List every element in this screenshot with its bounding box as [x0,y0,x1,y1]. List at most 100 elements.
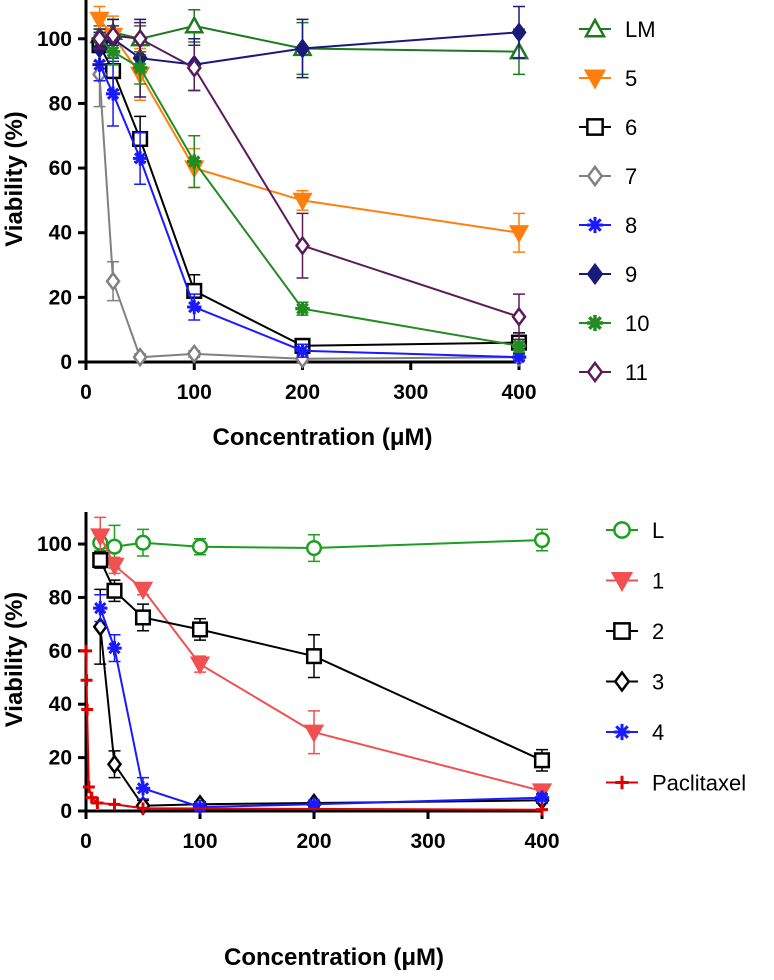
legend-label: 10 [625,311,649,336]
data-point [305,648,323,665]
data-point [132,28,148,49]
y-tick-label: 40 [49,693,72,716]
legend-item-2: 2 [606,619,664,644]
y-tick-label: 0 [60,800,72,823]
legend-marker [586,164,604,188]
y-tick-label: 0 [60,351,72,374]
data-point [533,752,551,769]
y-axis-title: Viability (%) [1,592,28,728]
data-point [91,28,108,49]
series-10 [92,28,527,354]
x-tick-label: 400 [524,830,559,853]
legend-label: Paclitaxel [652,771,746,796]
series-l [92,524,551,569]
data-point [93,600,108,616]
legend-marker [586,262,604,286]
legend-item-paclitaxel: Paclitaxel [606,771,746,796]
legend-item-6: 6 [579,115,637,140]
data-point [81,703,94,716]
series-paclitaxel [80,644,548,816]
data-point [137,802,149,815]
y-tick-label: 20 [49,286,72,309]
legend-item-10: 10 [579,311,649,336]
data-point [107,640,122,656]
legend-item-7: 7 [579,164,637,189]
data-point [186,57,202,78]
y-tick-label: 40 [49,222,72,245]
legend-item-1: 1 [606,569,664,594]
x-tick-label: 300 [410,830,445,853]
x-tick-label: 200 [285,381,320,404]
data-point [189,656,211,675]
x-tick-label: 300 [393,381,428,404]
legend-marker [583,69,607,90]
series-line [98,74,520,360]
data-point [105,86,121,101]
legend-item-3: 3 [606,670,664,695]
series-line [99,607,543,809]
data-point [132,60,148,76]
legend-marker [610,572,634,593]
data-point [184,15,205,34]
data-point [106,754,123,775]
data-point [533,531,551,549]
legend-label: 8 [625,213,637,238]
data-point [80,674,93,687]
x-axis-title: Concentration (μM) [213,424,433,451]
legend-label: L [652,518,664,543]
y-tick-label: 100 [37,28,72,51]
data-point [511,306,527,327]
legend-item-5: 5 [579,66,637,91]
data-point [511,349,527,365]
data-point [294,235,311,256]
data-point [80,644,93,657]
data-point [89,11,110,30]
x-tick-label: 200 [296,830,331,853]
data-point [105,271,121,292]
data-point [192,799,208,815]
legend-item-11: 11 [579,360,648,385]
data-point [82,780,95,793]
series-5 [89,5,530,253]
legend-marker [586,118,604,136]
legend-label: 2 [652,619,664,644]
data-point [91,796,104,809]
y-tick-label: 60 [49,640,72,663]
series-line [98,38,520,347]
series-7 [91,41,527,369]
x-tick-label: 100 [177,381,212,404]
data-point [92,552,109,569]
y-tick-label: 20 [49,747,72,770]
legend-marker [613,670,631,693]
data-point [90,528,111,547]
legend-item-l: L [606,518,664,543]
legend-item-4: 4 [606,720,664,745]
data-point [105,44,121,59]
data-point [191,538,209,555]
x-axis-title: Concentration (μM) [224,944,444,971]
data-point [292,192,313,211]
chart-panel-2: 0 20 40 60 80 100 0 100 200 300 400 Concentration (… [1,512,746,971]
data-point [134,534,152,551]
data-point [508,225,530,244]
data-point [306,797,322,812]
chart-panel-1: 0 20 40 60 80 100 0 100 200 300 400 Concentration (… [1,0,656,451]
series-2 [92,551,551,772]
data-point [187,299,202,315]
data-point [187,154,202,169]
legend-marker [583,17,607,38]
data-point [132,581,154,600]
series-lm [89,8,530,76]
data-point [135,781,151,796]
data-point [134,609,152,626]
legend-marker [613,723,631,741]
y-tick-label: 60 [49,157,72,180]
legend-label: 5 [625,66,637,91]
x-tick-label: 0 [80,830,92,853]
legend-label: 6 [625,115,637,140]
series-3 [92,588,550,816]
legend-marker [586,314,604,332]
data-point [132,347,148,368]
series-4 [93,594,550,815]
x-tick-label: 0 [80,381,92,404]
